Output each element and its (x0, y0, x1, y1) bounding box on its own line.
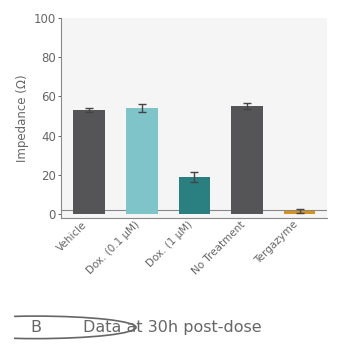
Y-axis label: Impedance (Ω): Impedance (Ω) (16, 74, 29, 162)
Bar (284, 211, 315, 214)
Text: Data at 30h post-dose: Data at 30h post-dose (83, 320, 261, 335)
Bar (73, 110, 105, 214)
Bar (126, 108, 158, 214)
Bar (179, 177, 210, 214)
Text: B: B (30, 320, 41, 335)
Bar (231, 106, 263, 214)
